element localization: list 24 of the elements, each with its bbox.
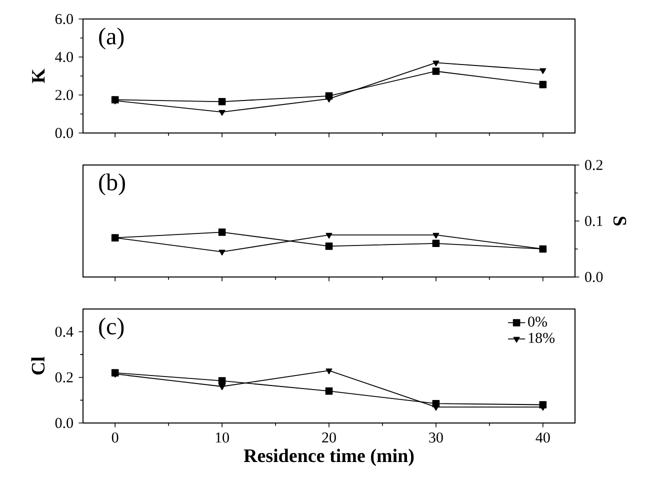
legend-label: 18% [528, 332, 555, 344]
annotation: (a) [99, 28, 124, 50]
y2-tick-label: 0.1 [585, 216, 602, 226]
x-tick-label: 10 [216, 432, 229, 443]
y-tick-label: 0.2 [55, 372, 73, 382]
y-tick-label: 0.0 [55, 418, 73, 428]
y-tick-label: 4.0 [55, 52, 73, 62]
x-tick-label: 30 [429, 432, 443, 443]
x-axis-title: Residence time (min) [244, 448, 414, 466]
y-tick-label: 0.4 [55, 326, 74, 337]
y2-tick-label: 0.2 [585, 160, 602, 170]
y-axis-title: K [32, 68, 45, 84]
y2-tick-label: 0.0 [585, 272, 603, 282]
annotation: (c) [99, 318, 124, 340]
y2-axis-title: S [613, 216, 626, 226]
y-tick-label: 6.0 [55, 14, 73, 24]
y-axis-title: Cl [31, 356, 45, 375]
annotation: (b) [99, 174, 125, 196]
y-tick-label: 0.0 [55, 128, 73, 138]
x-tick-label: 40 [536, 432, 550, 443]
y-tick-label: 2.0 [55, 90, 73, 100]
legend-label: 0% [528, 316, 548, 327]
x-tick-label: 20 [322, 432, 336, 443]
x-tick-label: 0 [112, 432, 118, 443]
